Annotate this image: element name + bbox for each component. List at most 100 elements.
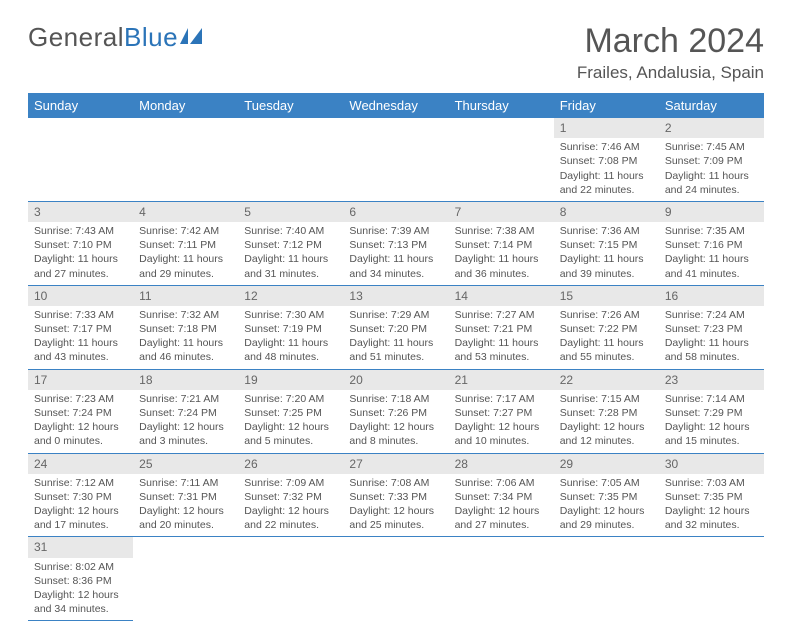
day-number: 6	[343, 202, 448, 222]
sunset-text: Sunset: 7:08 PM	[560, 154, 653, 168]
day-number: 14	[449, 286, 554, 306]
daylight-text: and 48 minutes.	[244, 350, 337, 364]
calendar-cell: 29Sunrise: 7:05 AMSunset: 7:35 PMDayligh…	[554, 453, 659, 537]
daylight-text: and 31 minutes.	[244, 267, 337, 281]
calendar-cell: 5Sunrise: 7:40 AMSunset: 7:12 PMDaylight…	[238, 201, 343, 285]
daylight-text: and 58 minutes.	[665, 350, 758, 364]
calendar-week-row: 31Sunrise: 8:02 AMSunset: 8:36 PMDayligh…	[28, 537, 764, 621]
daylight-text: Daylight: 12 hours	[244, 504, 337, 518]
daylight-text: and 51 minutes.	[349, 350, 442, 364]
calendar-cell: 9Sunrise: 7:35 AMSunset: 7:16 PMDaylight…	[659, 201, 764, 285]
day-info: Sunrise: 7:29 AMSunset: 7:20 PMDaylight:…	[343, 306, 448, 369]
day-info: Sunrise: 7:11 AMSunset: 7:31 PMDaylight:…	[133, 474, 238, 537]
location-subtitle: Frailes, Andalusia, Spain	[577, 63, 764, 83]
day-number: 24	[28, 454, 133, 474]
day-number: 20	[343, 370, 448, 390]
day-info: Sunrise: 7:23 AMSunset: 7:24 PMDaylight:…	[28, 390, 133, 453]
calendar-cell: 3Sunrise: 7:43 AMSunset: 7:10 PMDaylight…	[28, 201, 133, 285]
daylight-text: Daylight: 11 hours	[560, 169, 653, 183]
day-info: Sunrise: 7:14 AMSunset: 7:29 PMDaylight:…	[659, 390, 764, 453]
header: GeneralBlue March 2024 Frailes, Andalusi…	[28, 22, 764, 83]
day-number: 17	[28, 370, 133, 390]
daylight-text: Daylight: 11 hours	[34, 252, 127, 266]
daylight-text: and 3 minutes.	[139, 434, 232, 448]
calendar-cell-blank	[133, 118, 238, 201]
daylight-text: Daylight: 11 hours	[34, 336, 127, 350]
daylight-text: and 39 minutes.	[560, 267, 653, 281]
calendar-cell: 14Sunrise: 7:27 AMSunset: 7:21 PMDayligh…	[449, 285, 554, 369]
day-number: 11	[133, 286, 238, 306]
daylight-text: Daylight: 12 hours	[349, 420, 442, 434]
sunrise-text: Sunrise: 7:36 AM	[560, 224, 653, 238]
sunset-text: Sunset: 7:35 PM	[560, 490, 653, 504]
day-number	[659, 537, 764, 557]
weekday-header: Wednesday	[343, 93, 448, 118]
daylight-text: Daylight: 11 hours	[139, 252, 232, 266]
calendar-cell: 7Sunrise: 7:38 AMSunset: 7:14 PMDaylight…	[449, 201, 554, 285]
sunrise-text: Sunrise: 7:23 AM	[34, 392, 127, 406]
sunrise-text: Sunrise: 7:11 AM	[139, 476, 232, 490]
calendar-cell: 12Sunrise: 7:30 AMSunset: 7:19 PMDayligh…	[238, 285, 343, 369]
calendar-cell: 15Sunrise: 7:26 AMSunset: 7:22 PMDayligh…	[554, 285, 659, 369]
calendar-cell: 27Sunrise: 7:08 AMSunset: 7:33 PMDayligh…	[343, 453, 448, 537]
daylight-text: and 29 minutes.	[560, 518, 653, 532]
daylight-text: and 22 minutes.	[244, 518, 337, 532]
sunrise-text: Sunrise: 7:06 AM	[455, 476, 548, 490]
day-info: Sunrise: 7:05 AMSunset: 7:35 PMDaylight:…	[554, 474, 659, 537]
calendar-cell: 1Sunrise: 7:46 AMSunset: 7:08 PMDaylight…	[554, 118, 659, 201]
daylight-text: Daylight: 11 hours	[349, 336, 442, 350]
day-info: Sunrise: 7:35 AMSunset: 7:16 PMDaylight:…	[659, 222, 764, 285]
sunset-text: Sunset: 7:21 PM	[455, 322, 548, 336]
sunset-text: Sunset: 7:24 PM	[139, 406, 232, 420]
daylight-text: Daylight: 12 hours	[139, 504, 232, 518]
calendar-cell: 31Sunrise: 8:02 AMSunset: 8:36 PMDayligh…	[28, 537, 133, 621]
sunset-text: Sunset: 7:17 PM	[34, 322, 127, 336]
calendar-cell: 23Sunrise: 7:14 AMSunset: 7:29 PMDayligh…	[659, 369, 764, 453]
weekday-header: Sunday	[28, 93, 133, 118]
sunrise-text: Sunrise: 7:35 AM	[665, 224, 758, 238]
calendar-cell: 16Sunrise: 7:24 AMSunset: 7:23 PMDayligh…	[659, 285, 764, 369]
sunset-text: Sunset: 7:27 PM	[455, 406, 548, 420]
sunrise-text: Sunrise: 7:32 AM	[139, 308, 232, 322]
sunset-text: Sunset: 7:23 PM	[665, 322, 758, 336]
daylight-text: Daylight: 11 hours	[349, 252, 442, 266]
day-number: 4	[133, 202, 238, 222]
calendar-cell-blank	[238, 537, 343, 621]
day-info: Sunrise: 7:33 AMSunset: 7:17 PMDaylight:…	[28, 306, 133, 369]
brand-part1: General	[28, 22, 124, 53]
calendar-cell: 20Sunrise: 7:18 AMSunset: 7:26 PMDayligh…	[343, 369, 448, 453]
sunrise-text: Sunrise: 7:40 AM	[244, 224, 337, 238]
daylight-text: and 53 minutes.	[455, 350, 548, 364]
day-number: 10	[28, 286, 133, 306]
daylight-text: and 43 minutes.	[34, 350, 127, 364]
day-number: 9	[659, 202, 764, 222]
daylight-text: and 8 minutes.	[349, 434, 442, 448]
day-info: Sunrise: 7:24 AMSunset: 7:23 PMDaylight:…	[659, 306, 764, 369]
sunset-text: Sunset: 8:36 PM	[34, 574, 127, 588]
day-info: Sunrise: 8:02 AMSunset: 8:36 PMDaylight:…	[28, 558, 133, 621]
calendar-cell-blank	[449, 118, 554, 201]
sunset-text: Sunset: 7:16 PM	[665, 238, 758, 252]
sunrise-text: Sunrise: 8:02 AM	[34, 560, 127, 574]
daylight-text: and 12 minutes.	[560, 434, 653, 448]
sunrise-text: Sunrise: 7:46 AM	[560, 140, 653, 154]
daylight-text: and 24 minutes.	[665, 183, 758, 197]
day-info: Sunrise: 7:32 AMSunset: 7:18 PMDaylight:…	[133, 306, 238, 369]
page-title: March 2024	[577, 22, 764, 61]
sunset-text: Sunset: 7:14 PM	[455, 238, 548, 252]
day-info: Sunrise: 7:08 AMSunset: 7:33 PMDaylight:…	[343, 474, 448, 537]
day-number: 26	[238, 454, 343, 474]
brand-part2: Blue	[124, 22, 178, 53]
daylight-text: Daylight: 11 hours	[455, 336, 548, 350]
sunrise-text: Sunrise: 7:17 AM	[455, 392, 548, 406]
calendar-header-row: Sunday Monday Tuesday Wednesday Thursday…	[28, 93, 764, 118]
day-number: 21	[449, 370, 554, 390]
day-info: Sunrise: 7:38 AMSunset: 7:14 PMDaylight:…	[449, 222, 554, 285]
day-info: Sunrise: 7:36 AMSunset: 7:15 PMDaylight:…	[554, 222, 659, 285]
sunset-text: Sunset: 7:24 PM	[34, 406, 127, 420]
sunset-text: Sunset: 7:31 PM	[139, 490, 232, 504]
daylight-text: Daylight: 12 hours	[34, 504, 127, 518]
sunset-text: Sunset: 7:25 PM	[244, 406, 337, 420]
day-info: Sunrise: 7:42 AMSunset: 7:11 PMDaylight:…	[133, 222, 238, 285]
day-number: 19	[238, 370, 343, 390]
